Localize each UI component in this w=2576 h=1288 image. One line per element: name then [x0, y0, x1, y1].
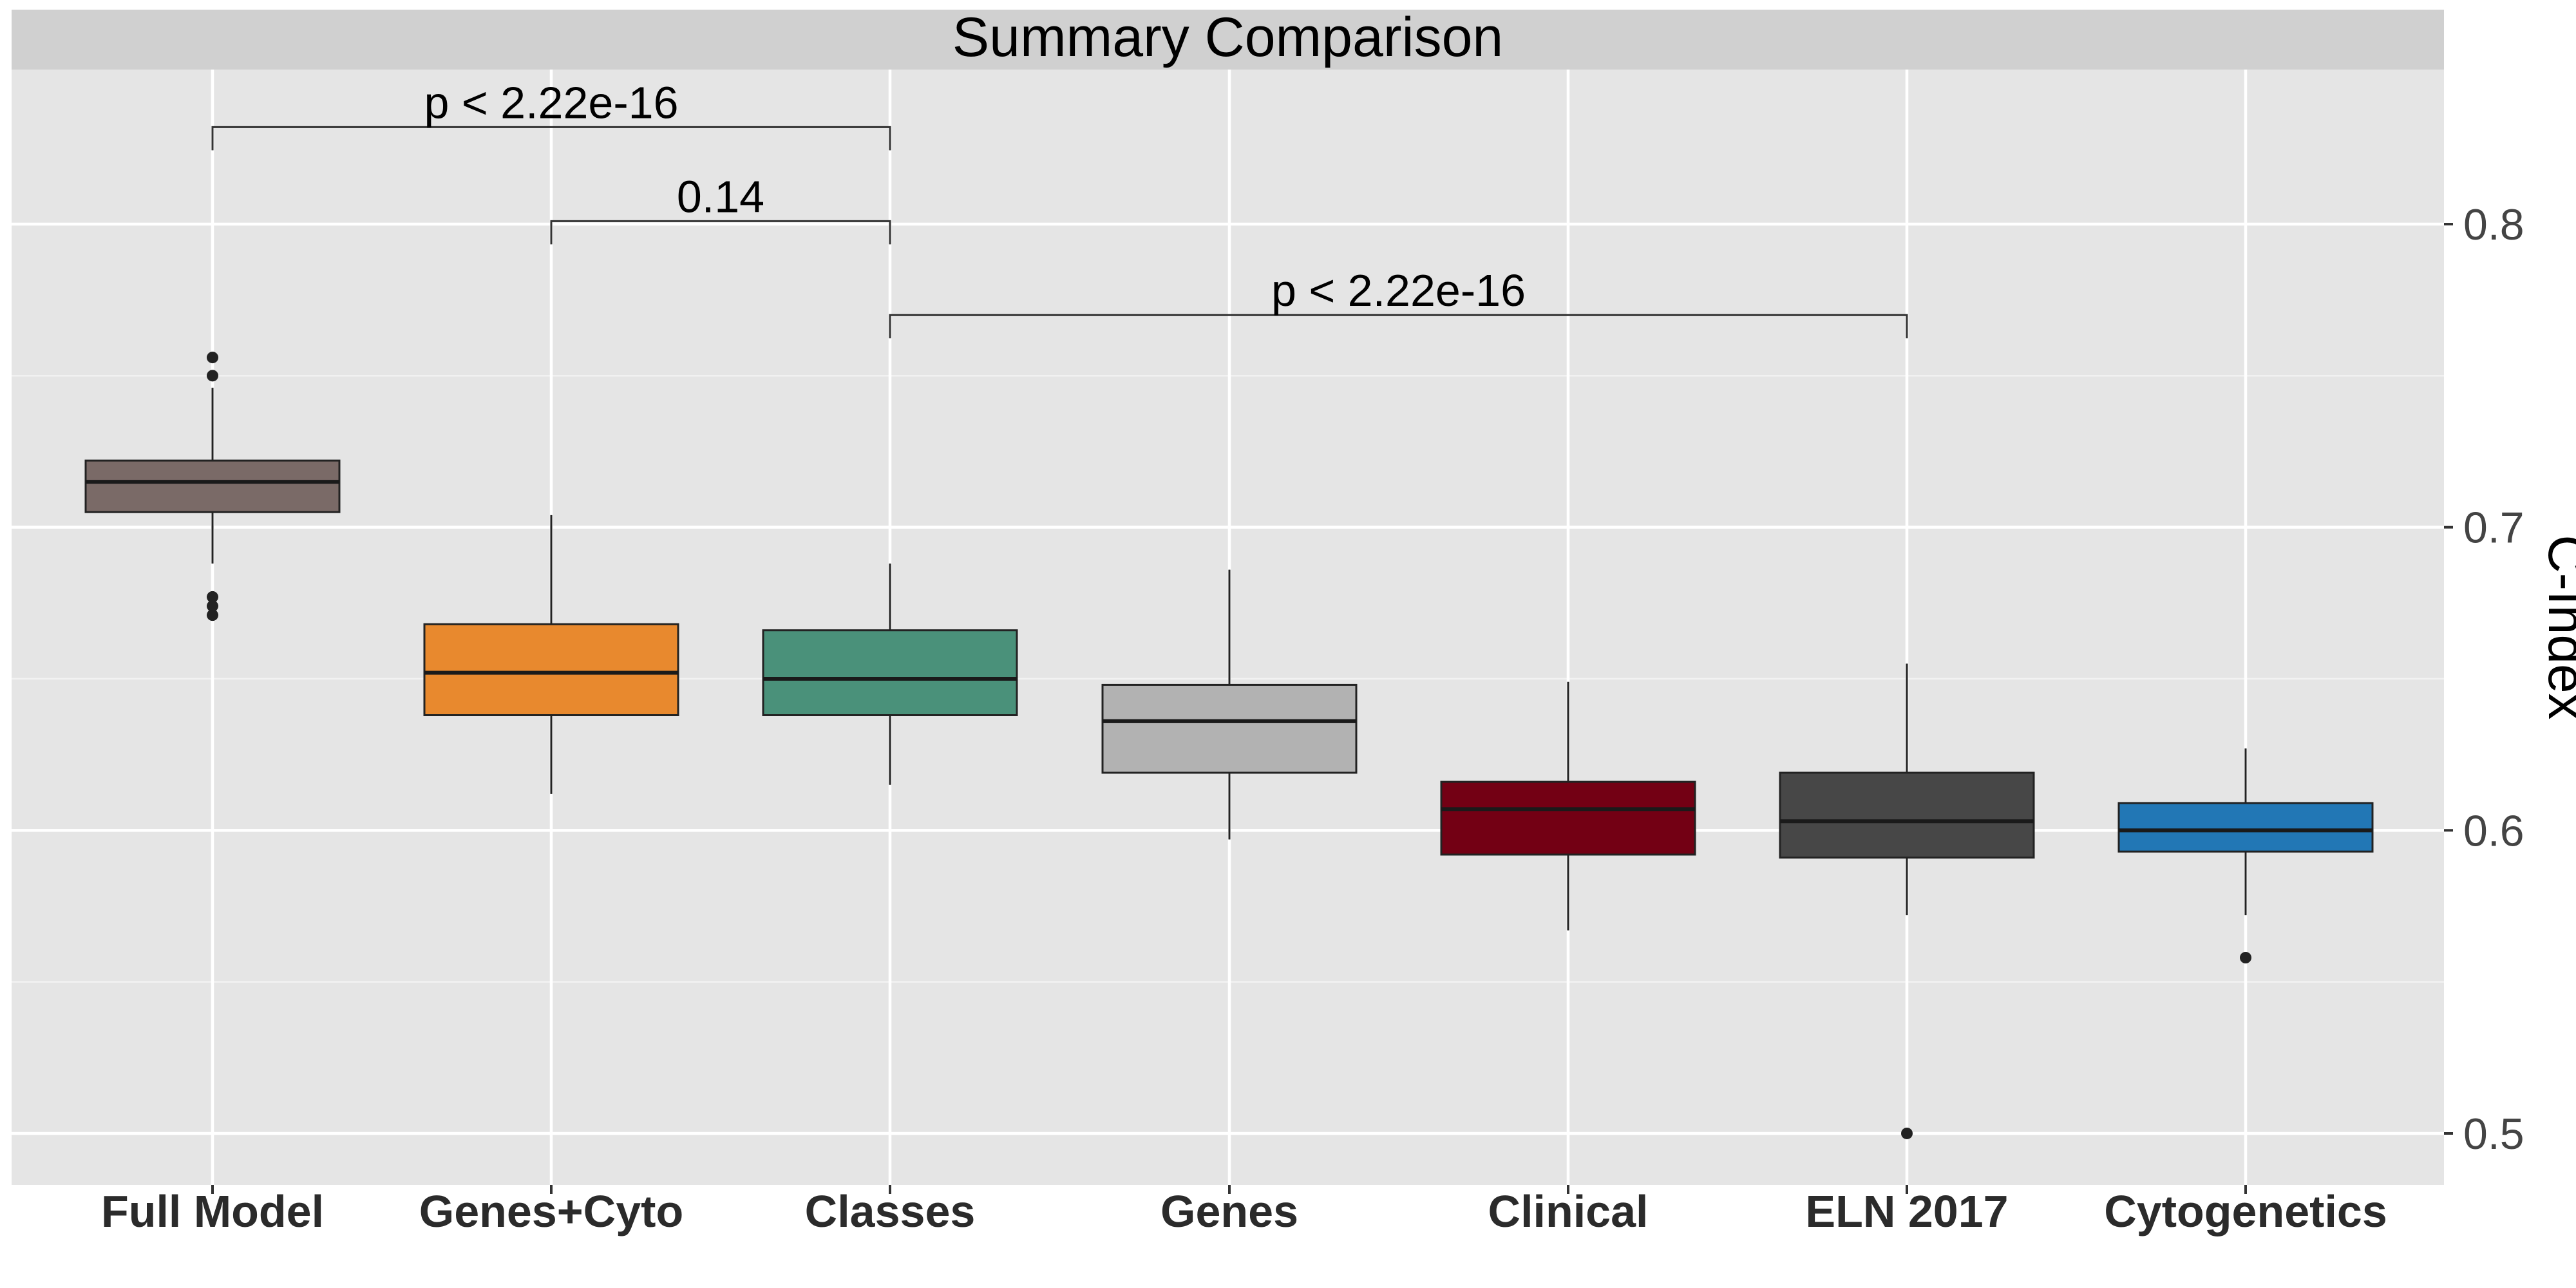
box-classes — [762, 629, 1018, 716]
x-tick-label: Classes — [805, 1186, 976, 1236]
box-cytogenetics — [2117, 802, 2374, 853]
comparison-label: 0.14 — [677, 171, 764, 222]
x-tick-label: Cytogenetics — [2104, 1186, 2387, 1236]
outlier-point — [207, 352, 218, 364]
x-tick-label: Genes+Cyto — [419, 1186, 683, 1236]
outlier-point — [1901, 1127, 1913, 1139]
x-tick-label: Full Model — [101, 1186, 324, 1236]
outlier-point — [207, 370, 218, 382]
x-tick-label: Clinical — [1488, 1186, 1649, 1236]
outlier-point — [2240, 952, 2251, 964]
y-tick-label: 0.5 — [2463, 1110, 2524, 1159]
panel-background — [12, 70, 2444, 1185]
box-clinical — [1440, 781, 1696, 856]
facet-strip — [12, 10, 2444, 70]
box-eln-2017 — [1779, 772, 2035, 859]
comparison-bracket — [211, 126, 891, 151]
comparison-label: p < 2.22e-16 — [1271, 265, 1526, 316]
y-tick-label: 0.8 — [2463, 200, 2524, 249]
comparison-bracket — [550, 220, 891, 245]
box-full-model — [84, 459, 341, 513]
box-genes — [1101, 683, 1358, 774]
box-genes-cyto — [423, 623, 679, 716]
comparison-label: p < 2.22e-16 — [424, 77, 678, 128]
comparison-bracket — [889, 314, 1908, 339]
y-tick-label: 0.7 — [2463, 504, 2524, 553]
x-tick-label: ELN 2017 — [1805, 1186, 2008, 1236]
y-tick-label: 0.6 — [2463, 806, 2524, 855]
outlier-point — [207, 600, 218, 612]
x-tick-label: Genes — [1160, 1186, 1298, 1236]
outlier-point — [207, 609, 218, 621]
outlier-point — [207, 591, 218, 603]
chart-title: Summary Comparison — [952, 6, 1503, 68]
y-axis-title: C-Index — [2537, 535, 2576, 719]
